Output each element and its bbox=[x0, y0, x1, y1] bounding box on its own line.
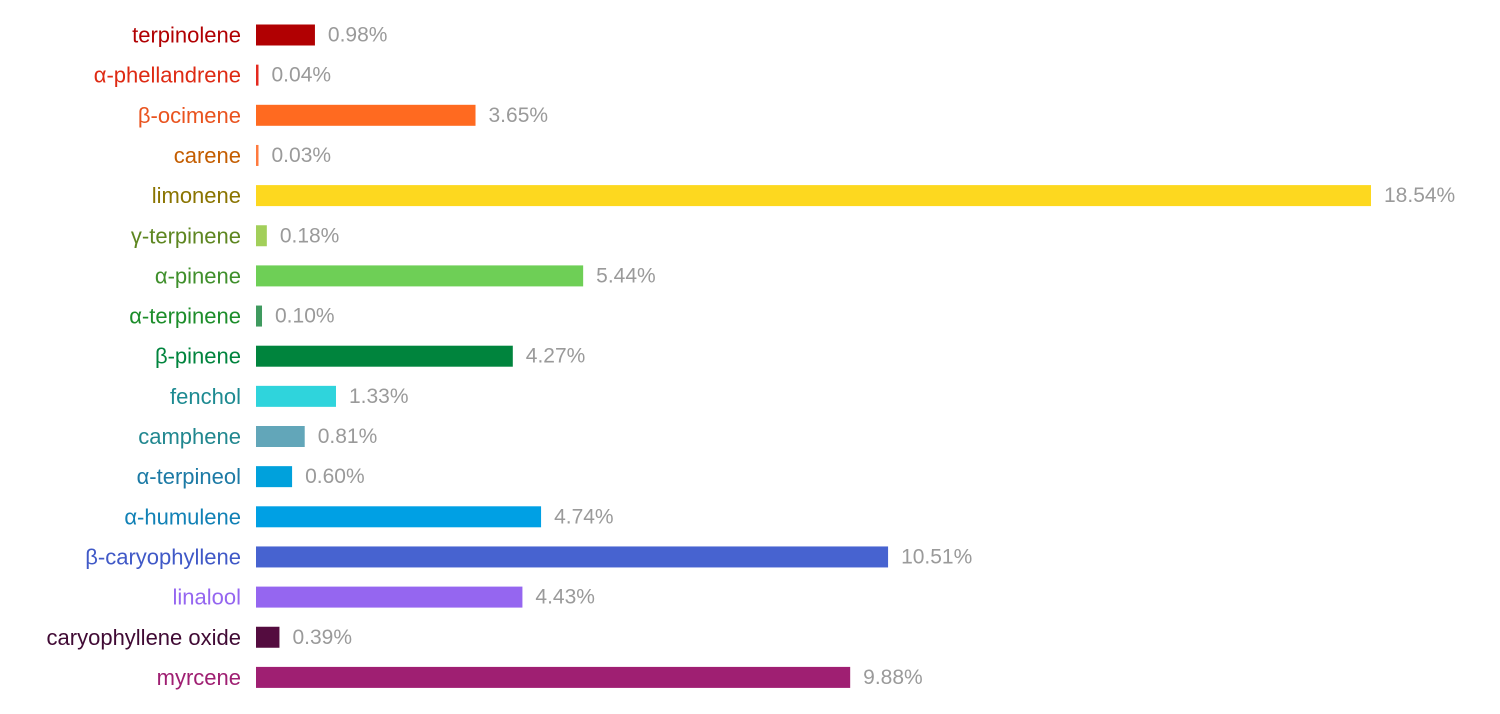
category-label-pinene: α-pinene bbox=[155, 263, 241, 288]
category-label-humulene: α-humulene bbox=[124, 504, 241, 529]
bar-pinene bbox=[256, 265, 584, 287]
bar-pinene bbox=[256, 345, 513, 367]
bar-linalool bbox=[256, 586, 523, 608]
value-label-linalool: 4.43% bbox=[535, 586, 595, 609]
value-label-caryophyllene-oxide: 0.39% bbox=[292, 626, 352, 649]
bar-terpinene bbox=[256, 305, 263, 327]
value-label-ocimene: 3.65% bbox=[489, 104, 549, 127]
bar-humulene bbox=[256, 506, 542, 528]
category-label-limonene: limonene bbox=[152, 183, 241, 208]
value-label-pinene: 4.27% bbox=[526, 345, 586, 368]
bar-camphene bbox=[256, 426, 305, 447]
value-label-pinene: 5.44% bbox=[596, 264, 656, 287]
bar-caryophyllene-oxide bbox=[256, 626, 280, 648]
category-label-carene: carene bbox=[174, 143, 241, 168]
bar-ocimene bbox=[256, 104, 476, 126]
category-label-linalool: linalool bbox=[173, 585, 242, 610]
category-label-camphene: camphene bbox=[138, 424, 241, 449]
category-label-myrcene: myrcene bbox=[157, 665, 241, 690]
category-label-phellandrene: α-phellandrene bbox=[94, 63, 241, 88]
value-label-caryophyllene: 10.51% bbox=[901, 545, 972, 568]
bar-myrcene bbox=[256, 666, 851, 688]
value-label-camphene: 0.81% bbox=[318, 425, 378, 448]
category-label-fenchol: fenchol bbox=[170, 384, 241, 409]
category-label-pinene: β-pinene bbox=[155, 344, 241, 369]
bar-phellandrene bbox=[256, 64, 259, 86]
value-label-fenchol: 1.33% bbox=[349, 385, 409, 408]
value-label-terpinene: 0.10% bbox=[275, 305, 335, 328]
bar-caryophyllene bbox=[256, 546, 889, 568]
value-label-terpinolene: 0.98% bbox=[328, 24, 388, 47]
bar-terpinene bbox=[256, 225, 267, 247]
value-label-terpineol: 0.60% bbox=[305, 465, 365, 488]
bar-fenchol bbox=[256, 385, 336, 407]
category-label-ocimene: β-ocimene bbox=[138, 103, 241, 128]
value-label-terpinene: 0.18% bbox=[280, 224, 340, 247]
bar-terpinolene bbox=[256, 24, 315, 46]
category-label-terpinene: γ-terpinene bbox=[131, 223, 241, 248]
category-label-caryophyllene-oxide: caryophyllene oxide bbox=[47, 625, 241, 650]
value-label-phellandrene: 0.04% bbox=[272, 64, 332, 87]
value-label-carene: 0.03% bbox=[272, 144, 332, 167]
category-label-terpineol: α-terpineol bbox=[137, 464, 241, 489]
category-label-terpinolene: terpinolene bbox=[132, 23, 241, 48]
category-label-caryophyllene: β-caryophyllene bbox=[85, 544, 241, 569]
bar-terpineol bbox=[256, 466, 293, 488]
category-label-terpinene: α-terpinene bbox=[129, 304, 241, 329]
value-label-limonene: 18.54% bbox=[1384, 184, 1455, 207]
bar-carene bbox=[256, 144, 259, 166]
value-label-myrcene: 9.88% bbox=[863, 666, 923, 689]
value-label-humulene: 4.74% bbox=[554, 505, 614, 528]
bar-limonene bbox=[256, 185, 1371, 207]
